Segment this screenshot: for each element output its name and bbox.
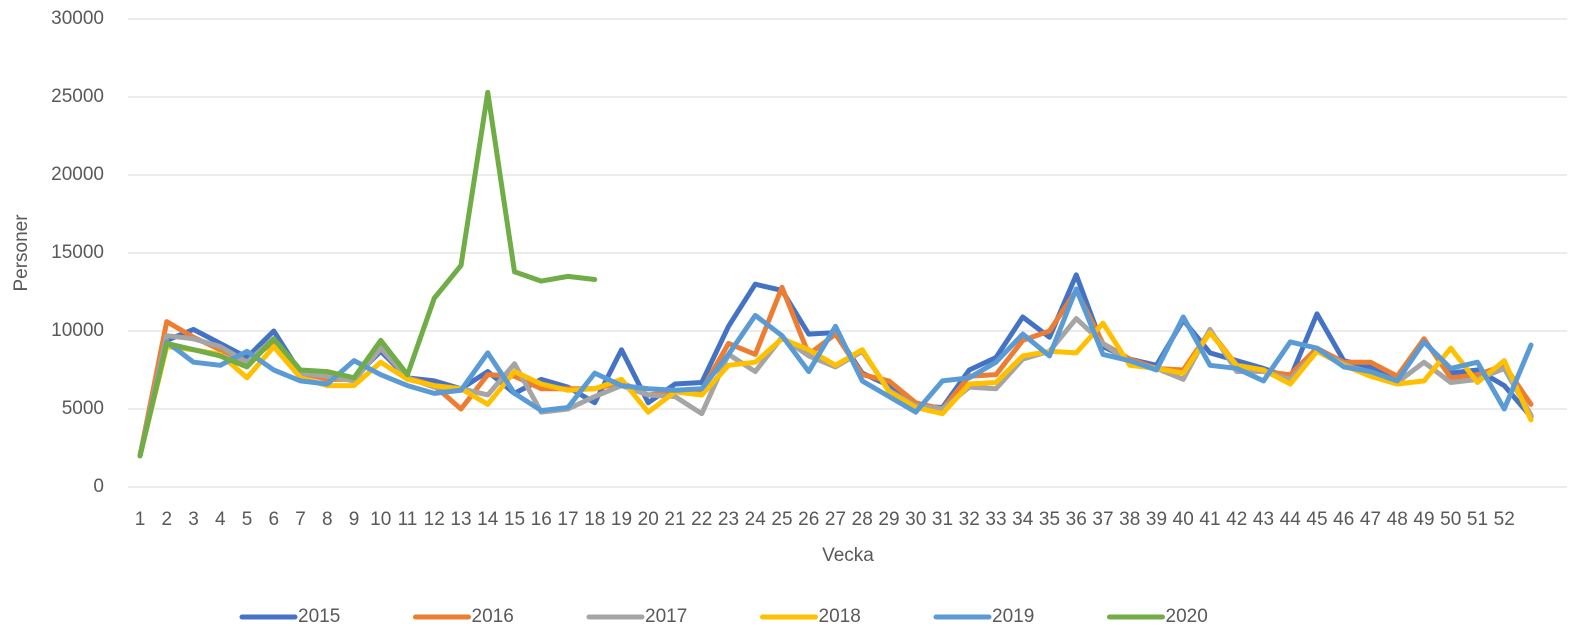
x-tick-label: 26	[798, 509, 819, 530]
x-tick-label: 21	[664, 509, 685, 530]
x-tick-label: 17	[557, 509, 578, 530]
x-tick-label: 23	[718, 509, 739, 530]
line	[137, 284, 1534, 459]
x-tick-label: 50	[1440, 509, 1461, 530]
x-tick-label: 12	[424, 509, 445, 530]
line	[137, 286, 1534, 459]
x-tick-label: 41	[1199, 509, 1220, 530]
legend-label: 2016	[472, 606, 514, 627]
x-tick-label: 10	[370, 509, 391, 530]
y-tick-label: 10000	[51, 320, 104, 341]
x-tick-label: 51	[1467, 509, 1488, 530]
legend-label: 2019	[992, 606, 1034, 627]
x-tick-label: 39	[1146, 509, 1167, 530]
x-tick-label: 32	[959, 509, 980, 530]
x-tick-label: 3	[188, 509, 199, 530]
y-tick-label: 20000	[51, 164, 104, 185]
line	[137, 89, 598, 459]
x-tick-label: 19	[611, 509, 632, 530]
x-tick-label: 33	[985, 509, 1006, 530]
x-tick-label: 40	[1173, 509, 1194, 530]
x-tick-label: 45	[1306, 509, 1327, 530]
legend-label: 2017	[645, 606, 687, 627]
x-tick-label: 43	[1253, 509, 1274, 530]
x-tick-label: 46	[1333, 509, 1354, 530]
x-tick-label: 29	[878, 509, 899, 530]
legend-label: 2018	[819, 606, 861, 627]
x-tick-label: 9	[349, 509, 360, 530]
x-tick-label: 7	[295, 509, 306, 530]
legend-label: 2015	[298, 606, 340, 627]
x-tick-label: 6	[268, 509, 279, 530]
x-tick-label: 18	[584, 509, 605, 530]
y-axis-label: Personer	[11, 214, 32, 292]
x-tick-label: 27	[825, 509, 846, 530]
x-tick-label: 38	[1119, 509, 1140, 530]
x-tick-label: 25	[771, 509, 792, 530]
x-tick-label: 52	[1494, 509, 1515, 530]
x-tick-label: 13	[450, 509, 471, 530]
x-tick-label: 31	[932, 509, 953, 530]
x-tick-label: 2	[161, 509, 172, 530]
x-tick-label: 5	[242, 509, 253, 530]
x-tick-label: 22	[691, 509, 712, 530]
legend-label: 2020	[1166, 606, 1208, 627]
y-tick-label: 0	[93, 476, 104, 497]
x-tick-label: 37	[1092, 509, 1113, 530]
x-tick-label: 42	[1226, 509, 1247, 530]
x-axis-label: Vecka	[822, 545, 874, 566]
x-tick-label: 48	[1387, 509, 1408, 530]
x-tick-label: 11	[398, 509, 418, 530]
x-tick-label: 14	[477, 509, 499, 530]
x-tick-label: 34	[1012, 509, 1034, 530]
y-tick-label: 15000	[51, 242, 104, 263]
x-tick-label: 47	[1360, 509, 1381, 530]
x-tick-label: 1	[135, 509, 146, 530]
x-tick-label: 16	[531, 509, 552, 530]
x-tick-label: 8	[322, 509, 333, 530]
x-tick-label: 49	[1413, 509, 1434, 530]
x-tick-label: 20	[638, 509, 659, 530]
x-tick-label: 28	[852, 509, 873, 530]
x-tick-label: 15	[504, 509, 525, 530]
y-tick-label: 25000	[51, 86, 104, 107]
x-tick-label: 30	[905, 509, 926, 530]
x-tick-label: 24	[745, 509, 767, 530]
y-tick-label: 5000	[62, 398, 104, 419]
x-tick-label: 44	[1280, 509, 1302, 530]
line	[137, 320, 1534, 459]
y-tick-label: 30000	[51, 8, 104, 29]
x-tick-label: 4	[215, 509, 226, 530]
x-tick-label: 35	[1039, 509, 1060, 530]
x-tick-label: 36	[1066, 509, 1087, 530]
